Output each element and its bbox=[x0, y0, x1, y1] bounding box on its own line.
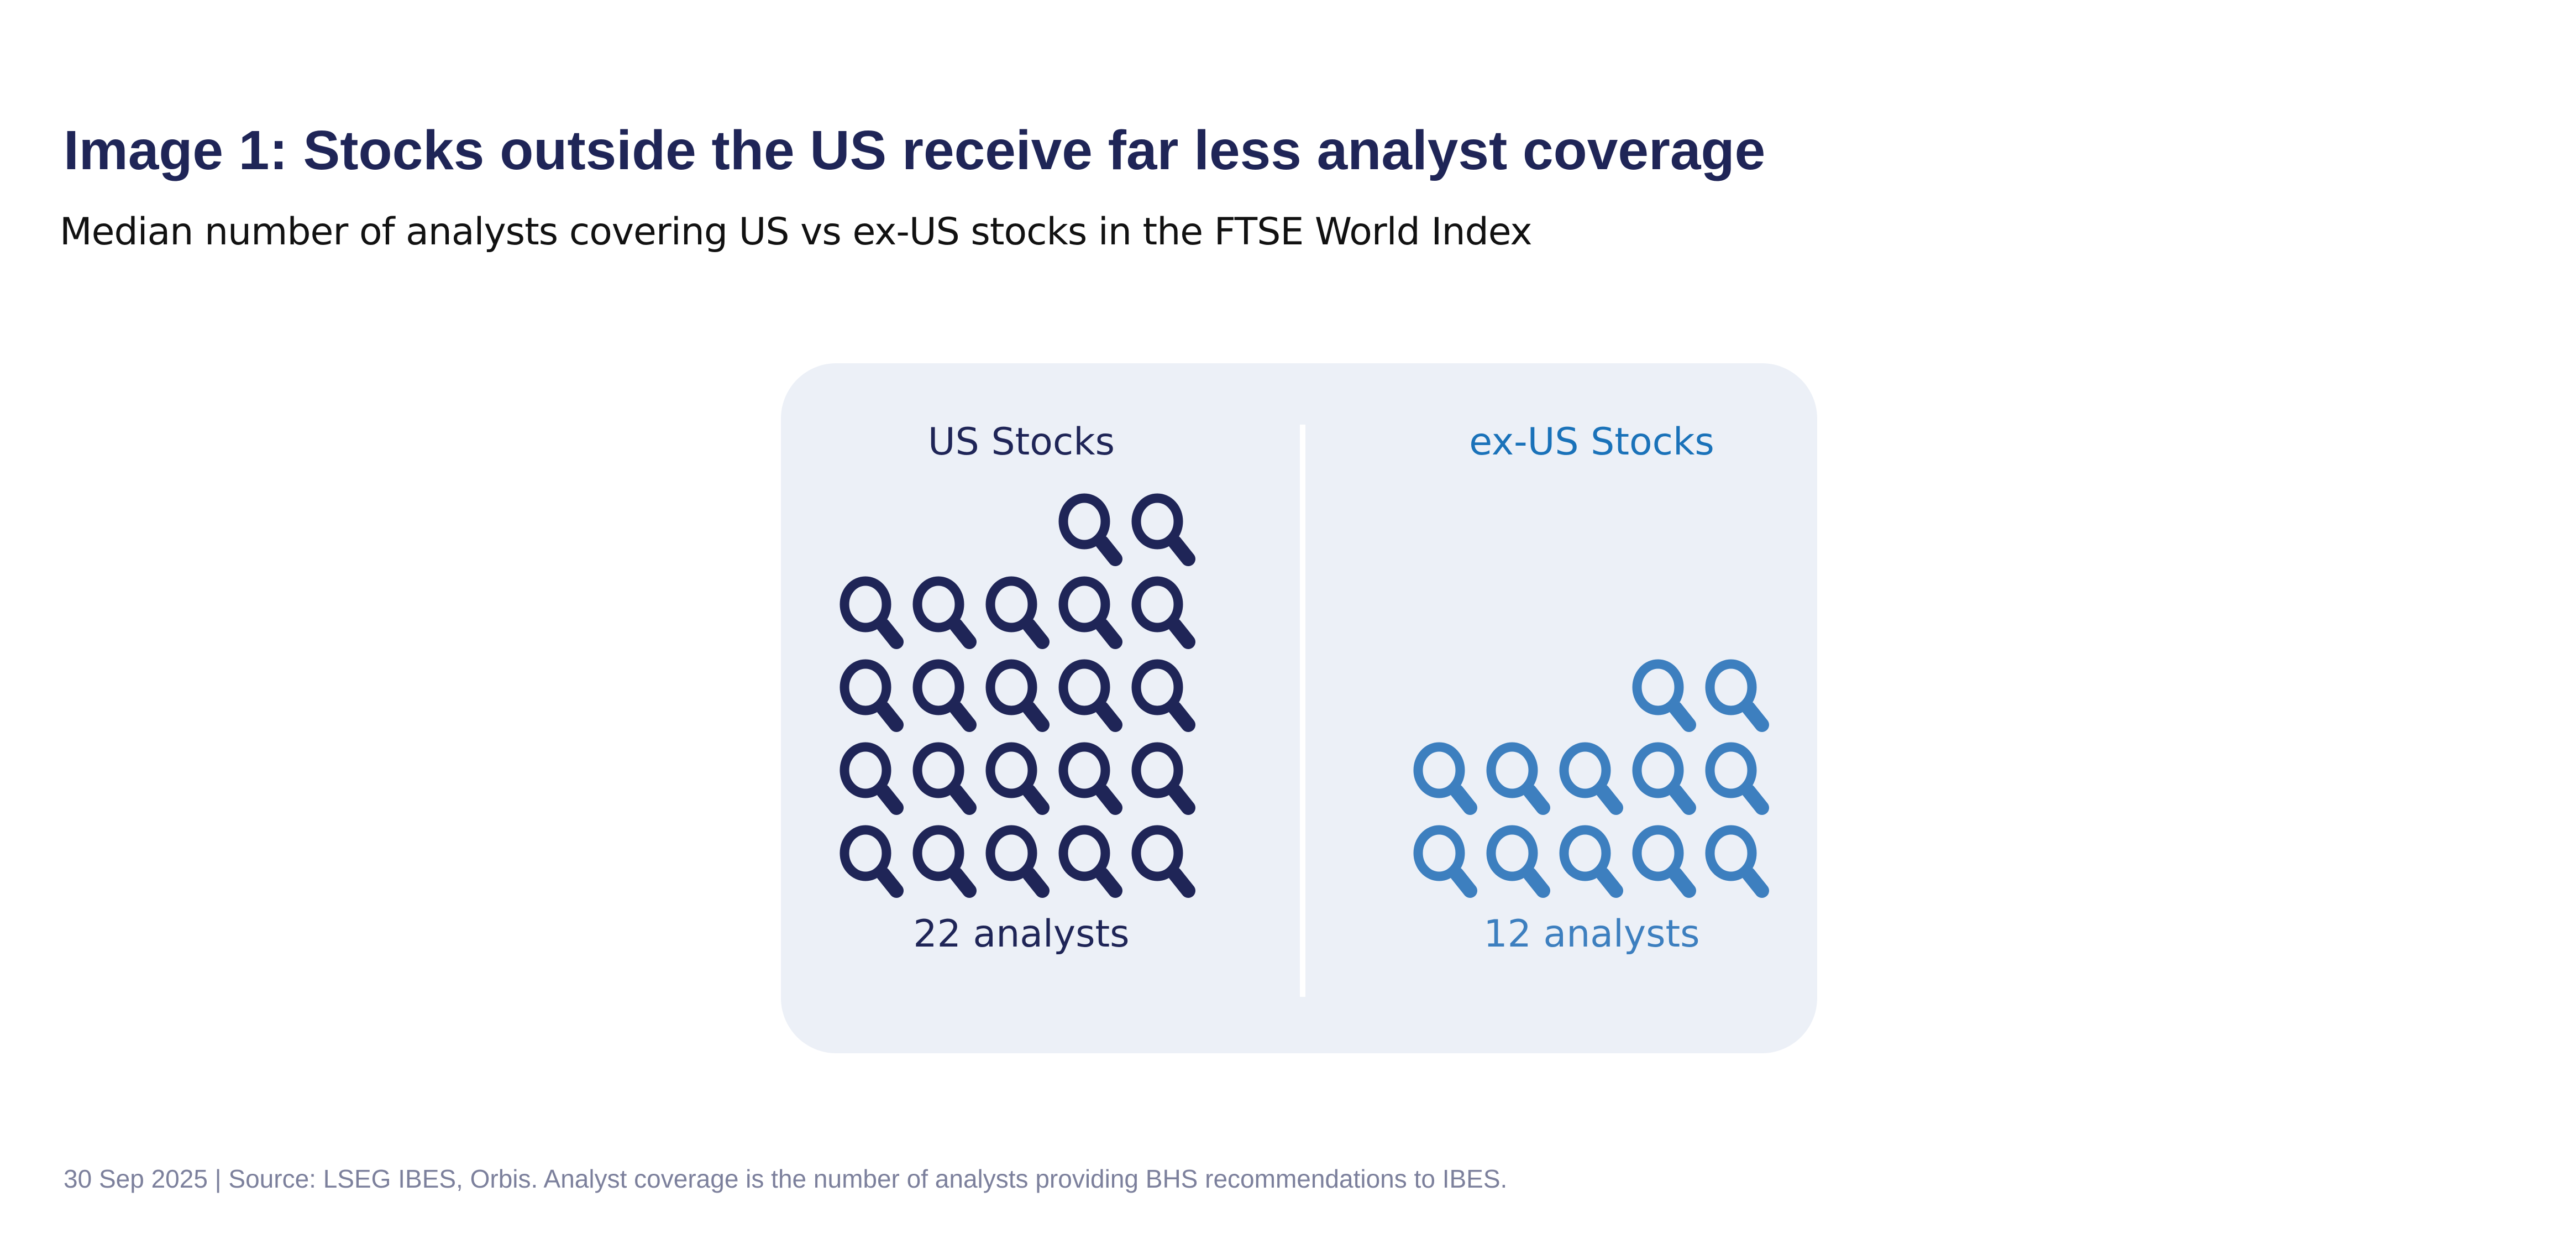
ex-us-stocks-value-label: 12 analysts bbox=[1483, 912, 1700, 956]
magnifying-glass-icon bbox=[1698, 738, 1775, 816]
magnifying-glass-icon bbox=[905, 821, 983, 898]
magnifying-glass-icon bbox=[1051, 738, 1129, 816]
magnifying-glass-icon bbox=[1406, 821, 1483, 898]
magnifying-glass-icon bbox=[1479, 738, 1556, 816]
magnifying-glass-icon bbox=[1051, 821, 1129, 898]
magnifying-glass-icon bbox=[1124, 738, 1202, 816]
chart-subtitle: Median number of analysts covering US vs… bbox=[60, 210, 1533, 254]
magnifying-glass-icon bbox=[978, 572, 1056, 650]
magnifying-glass-icon bbox=[978, 655, 1056, 733]
magnifying-glass-icon bbox=[1625, 821, 1702, 898]
magnifying-glass-icon bbox=[1124, 489, 1202, 567]
magnifying-glass-icon bbox=[905, 655, 983, 733]
magnifying-glass-icon bbox=[1698, 655, 1775, 733]
magnifying-glass-icon bbox=[1406, 738, 1483, 816]
us-stocks-heading: US Stocks bbox=[927, 420, 1115, 464]
magnifying-glass-icon bbox=[1625, 655, 1702, 733]
magnifying-glass-icon bbox=[1552, 738, 1629, 816]
magnifying-glass-icon bbox=[1051, 572, 1129, 650]
magnifying-glass-icon bbox=[905, 572, 983, 650]
chart-title: Image 1: Stocks outside the US receive f… bbox=[64, 119, 1766, 181]
source-footnote: 30 Sep 2025 | Source: LSEG IBES, Orbis. … bbox=[64, 1164, 1508, 1193]
magnifying-glass-icon bbox=[1479, 821, 1556, 898]
magnifying-glass-icon bbox=[1051, 489, 1129, 567]
magnifying-glass-icon bbox=[1552, 821, 1629, 898]
magnifying-glass-icon bbox=[1124, 821, 1202, 898]
us-stocks-value-label: 22 analysts bbox=[913, 912, 1130, 956]
magnifying-glass-icon bbox=[1698, 821, 1775, 898]
magnifying-glass-icon bbox=[1124, 655, 1202, 733]
magnifying-glass-icon bbox=[832, 655, 910, 733]
magnifying-glass-icon bbox=[832, 738, 910, 816]
magnifying-glass-icon bbox=[1051, 655, 1129, 733]
magnifying-glass-icon bbox=[1124, 572, 1202, 650]
magnifying-glass-icon bbox=[978, 821, 1056, 898]
magnifying-glass-icon bbox=[832, 821, 910, 898]
panel-divider bbox=[1300, 425, 1305, 997]
magnifying-glass-icon bbox=[832, 572, 910, 650]
magnifying-glass-icon bbox=[1625, 738, 1702, 816]
magnifying-glass-icon bbox=[905, 738, 983, 816]
ex-us-stocks-heading: ex-US Stocks bbox=[1469, 420, 1714, 464]
magnifying-glass-icon bbox=[978, 738, 1056, 816]
